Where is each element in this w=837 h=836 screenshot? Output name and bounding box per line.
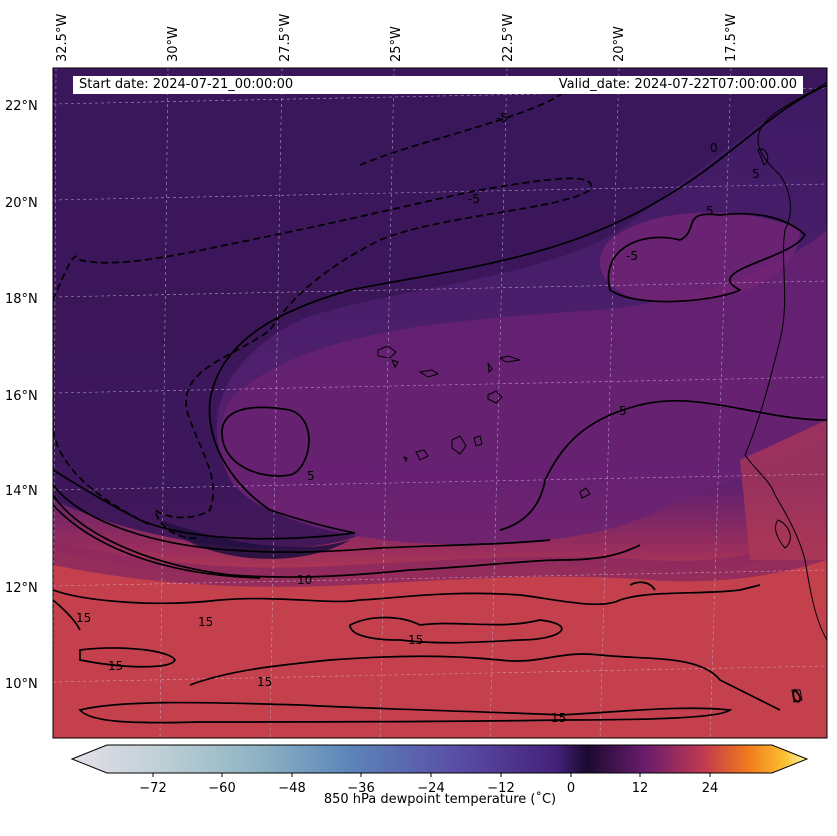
lat-label: 14°N bbox=[5, 484, 38, 499]
contour-label: -5 bbox=[468, 192, 480, 206]
latitude-labels: 22°N 20°N 18°N 16°N 14°N 12°N 10°N bbox=[5, 99, 38, 692]
lat-label: 12°N bbox=[5, 581, 38, 596]
lon-label: 32.5°W bbox=[55, 14, 70, 62]
start-date-label: Start date: 2024-07-21_00:00:00 bbox=[73, 76, 803, 94]
contour-label: 0 bbox=[710, 141, 718, 155]
contour-label: 15 bbox=[198, 615, 213, 629]
lon-label: 17.5°W bbox=[724, 14, 739, 62]
colorbar-tick: −12 bbox=[487, 781, 514, 796]
contour-label: 5 bbox=[752, 167, 760, 181]
lon-label: 25°W bbox=[389, 26, 404, 62]
contour-label: 5 bbox=[619, 404, 627, 418]
colorbar-tick: −36 bbox=[347, 781, 374, 796]
contour-label: 5 bbox=[307, 469, 315, 483]
contour-label: -5 bbox=[496, 111, 508, 125]
contour-labels: -5 -5 0 -5 5 5 5 5 10 15 15 15 15 15 15 bbox=[76, 111, 760, 725]
coastline bbox=[377, 81, 827, 703]
colorbar-tick: −72 bbox=[139, 781, 166, 796]
contour-label: 15 bbox=[76, 611, 91, 625]
longitude-labels: 32.5°W 30°W 27.5°W 25°W 22.5°W 20°W 17.5… bbox=[55, 14, 739, 62]
lon-label: 20°W bbox=[612, 26, 627, 62]
map-frame bbox=[52, 67, 828, 739]
lon-label: 30°W bbox=[166, 26, 181, 62]
lat-label: 20°N bbox=[5, 196, 38, 211]
contour-label: -5 bbox=[626, 249, 638, 263]
colorbar-tick: −24 bbox=[417, 781, 444, 796]
contour-label: 15 bbox=[257, 675, 272, 689]
colorbar-tick: −48 bbox=[278, 781, 305, 796]
lat-label: 16°N bbox=[5, 389, 38, 404]
colorbar-title: 850 hPa dewpoint temperature (˚C) bbox=[323, 792, 557, 807]
lon-label: 27.5°W bbox=[278, 14, 293, 62]
colorbar: −72 −60 −48 −36 −24 −12 0 12 24 bbox=[70, 744, 809, 796]
lat-label: 22°N bbox=[5, 99, 38, 114]
lat-label: 18°N bbox=[5, 292, 38, 307]
contour-label: 15 bbox=[408, 633, 423, 647]
colorbar-tick: 0 bbox=[567, 781, 575, 796]
contour-label: 15 bbox=[551, 711, 566, 725]
colorbar-tick: 24 bbox=[702, 781, 719, 796]
lat-label: 10°N bbox=[5, 677, 38, 692]
contour-label: 10 bbox=[297, 573, 312, 587]
colorbar-tick: −60 bbox=[208, 781, 235, 796]
dewpoint-field bbox=[53, 68, 827, 738]
contour-label: 15 bbox=[108, 659, 123, 673]
colorbar-tick: 12 bbox=[632, 781, 649, 796]
valid-date-label: Valid_date: 2024-07-22T07:00:00.00 bbox=[558, 77, 797, 92]
contour-lines bbox=[53, 79, 827, 724]
lon-label: 22.5°W bbox=[501, 14, 516, 62]
contour-label: 5 bbox=[706, 204, 714, 218]
